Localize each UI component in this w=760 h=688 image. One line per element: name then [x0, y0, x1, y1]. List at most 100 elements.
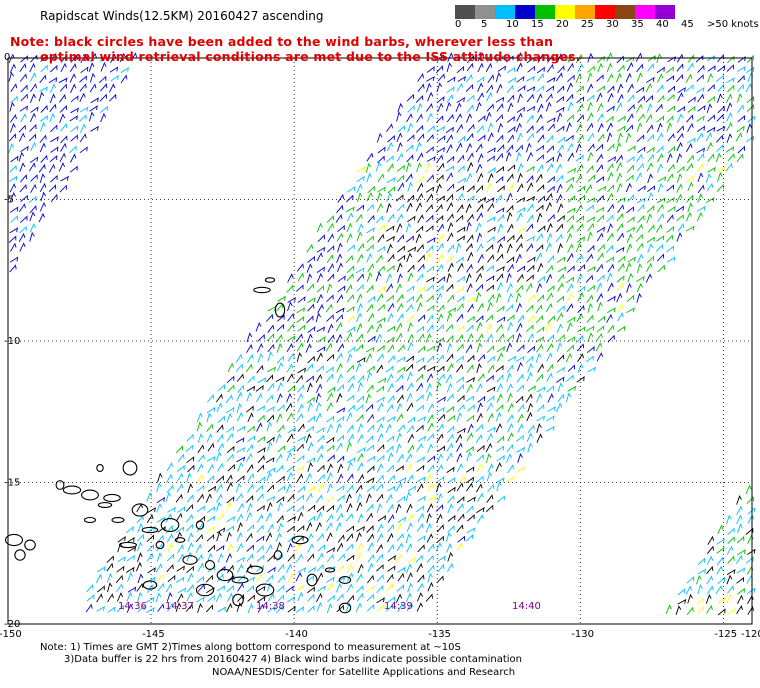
- wind-barb: [130, 52, 138, 62]
- wind-barb: [526, 182, 534, 192]
- wind-barb: [306, 586, 316, 594]
- wind-barb: [736, 505, 743, 515]
- wind-barb: [407, 322, 413, 332]
- wind-barb: [455, 242, 462, 253]
- wind-barb: [475, 272, 483, 283]
- wind-barb: [70, 83, 77, 94]
- wind-barb: [415, 233, 422, 244]
- wind-barb: [446, 425, 455, 434]
- island-outline: [96, 463, 104, 473]
- wind-barb: [435, 214, 444, 223]
- wind-barb: [69, 73, 77, 83]
- wind-barb: [566, 93, 574, 102]
- wind-barb: [216, 402, 223, 413]
- wind-barb: [566, 224, 574, 234]
- wind-barb: [347, 383, 355, 392]
- wind-barb: [135, 561, 143, 572]
- wind-barb: [536, 212, 543, 223]
- wind-barb: [666, 115, 674, 124]
- island-outline: [160, 518, 180, 532]
- wind-barb: [557, 266, 567, 273]
- wind-barb: [226, 501, 232, 512]
- wind-barb: [306, 375, 314, 383]
- wind-barb: [455, 355, 464, 363]
- wind-barb: [707, 83, 715, 92]
- wind-barb: [387, 524, 395, 533]
- wind-barb: [435, 482, 442, 493]
- wind-barb: [356, 166, 366, 173]
- wind-barb: [306, 492, 313, 502]
- wind-barb: [335, 582, 342, 593]
- wind-barb: [266, 467, 276, 473]
- wind-barb: [216, 585, 226, 592]
- wind-barb: [467, 514, 475, 522]
- legend-tick-label: 25: [581, 19, 594, 30]
- wind-barb: [267, 382, 275, 392]
- wind-barb: [435, 65, 444, 74]
- wind-barb: [705, 594, 712, 604]
- wind-barb: [296, 504, 305, 513]
- time-label: 14:39: [384, 601, 413, 612]
- wind-barb: [406, 314, 414, 323]
- wind-barb: [526, 223, 534, 232]
- wind-barb: [627, 113, 634, 123]
- wind-barb: [247, 412, 254, 422]
- wind-barb: [656, 145, 664, 154]
- wind-barb: [216, 545, 225, 552]
- wind-barb: [416, 382, 424, 392]
- wind-barb: [119, 52, 126, 63]
- wind-barb: [146, 607, 155, 614]
- wind-barb: [257, 603, 265, 613]
- wind-barb: [736, 514, 743, 525]
- axis-labels: 0-5-10-15-20-150-145-140-135-130-125-120: [0, 52, 760, 640]
- wind-barb: [116, 565, 125, 573]
- wind-barb: [545, 322, 552, 333]
- wind-barb: [527, 314, 535, 323]
- wind-barb: [437, 413, 445, 422]
- wind-barb: [376, 532, 384, 543]
- wind-barb: [416, 464, 425, 472]
- wind-barb: [316, 252, 323, 262]
- wind-barb: [286, 596, 295, 603]
- wind-barb: [336, 253, 343, 263]
- island-outline: [131, 503, 149, 517]
- wind-barb: [357, 452, 364, 462]
- wind-barb: [676, 214, 684, 222]
- wind-barb: [266, 501, 273, 512]
- island-outline: [97, 502, 113, 508]
- wind-barb: [606, 132, 613, 143]
- wind-barb: [366, 503, 374, 512]
- wind-barb: [456, 295, 465, 303]
- wind-barb: [156, 516, 166, 523]
- wind-barb: [58, 162, 66, 172]
- wind-barb: [287, 273, 294, 283]
- wind-barb: [39, 115, 48, 122]
- wind-barb: [706, 575, 714, 585]
- wind-barb: [376, 317, 386, 324]
- wind-barb: [38, 91, 45, 102]
- wind-barb: [437, 563, 445, 573]
- wind-barb: [666, 256, 676, 263]
- wind-barb: [676, 63, 684, 72]
- wind-barb: [546, 117, 556, 123]
- wind-barb: [556, 125, 565, 133]
- wind-barb: [536, 433, 543, 443]
- wind-barb: [237, 594, 245, 603]
- wind-barb: [296, 525, 305, 533]
- wind-barb: [466, 482, 473, 492]
- wind-barb: [717, 54, 725, 63]
- wind-barb: [326, 522, 333, 532]
- wind-barb: [676, 183, 683, 193]
- wind-barb: [617, 83, 624, 94]
- wind-barb: [456, 286, 465, 293]
- wind-barb: [456, 324, 465, 333]
- wind-barb: [176, 565, 185, 572]
- wind-barb: [336, 362, 343, 373]
- wind-barb: [705, 197, 715, 203]
- wind-barb: [436, 96, 445, 104]
- wind-barb: [315, 392, 322, 403]
- island-outline: [24, 539, 36, 551]
- wind-barb: [646, 236, 655, 243]
- wind-barb: [317, 473, 325, 482]
- wind-barb: [366, 252, 373, 263]
